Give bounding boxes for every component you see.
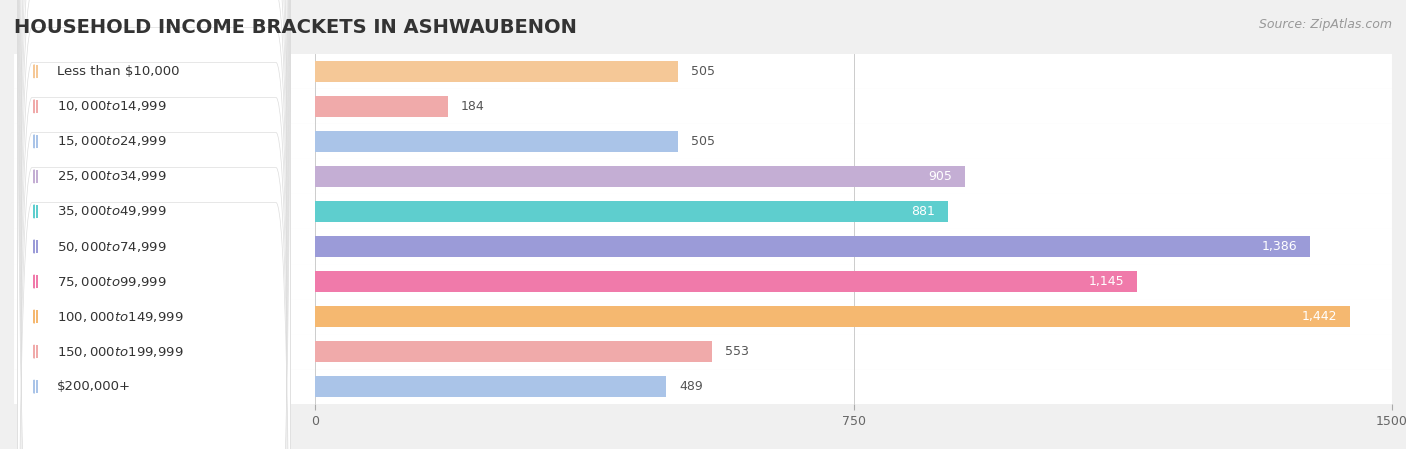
Text: 489: 489	[679, 380, 703, 393]
Text: $200,000+: $200,000+	[58, 380, 131, 393]
Text: Source: ZipAtlas.com: Source: ZipAtlas.com	[1258, 18, 1392, 31]
Bar	[315, 166, 965, 187]
FancyBboxPatch shape	[18, 0, 291, 449]
Text: $75,000 to $99,999: $75,000 to $99,999	[58, 274, 167, 289]
Text: $35,000 to $49,999: $35,000 to $49,999	[58, 204, 167, 219]
Text: 184: 184	[460, 100, 484, 113]
FancyBboxPatch shape	[14, 89, 1392, 124]
Bar	[315, 201, 948, 222]
Bar	[315, 61, 678, 82]
Text: $10,000 to $14,999: $10,000 to $14,999	[58, 99, 167, 114]
FancyBboxPatch shape	[18, 0, 291, 449]
Bar	[315, 306, 1350, 327]
Text: $25,000 to $34,999: $25,000 to $34,999	[58, 169, 167, 184]
FancyBboxPatch shape	[14, 369, 1392, 404]
FancyBboxPatch shape	[14, 54, 1392, 89]
Bar	[315, 376, 666, 397]
Text: $15,000 to $24,999: $15,000 to $24,999	[58, 134, 167, 149]
Text: 1,386: 1,386	[1261, 240, 1298, 253]
FancyBboxPatch shape	[18, 0, 291, 449]
FancyBboxPatch shape	[14, 194, 1392, 229]
Text: 505: 505	[690, 135, 714, 148]
FancyBboxPatch shape	[14, 159, 1392, 194]
FancyBboxPatch shape	[18, 0, 291, 449]
FancyBboxPatch shape	[14, 299, 1392, 334]
Bar	[315, 236, 1310, 257]
Text: Less than $10,000: Less than $10,000	[58, 65, 180, 78]
FancyBboxPatch shape	[18, 0, 291, 449]
Text: $50,000 to $74,999: $50,000 to $74,999	[58, 239, 167, 254]
Text: 505: 505	[690, 65, 714, 78]
FancyBboxPatch shape	[14, 124, 1392, 159]
FancyBboxPatch shape	[18, 0, 291, 449]
Bar	[315, 131, 678, 152]
FancyBboxPatch shape	[18, 0, 291, 449]
FancyBboxPatch shape	[18, 0, 291, 449]
Text: 1,442: 1,442	[1302, 310, 1337, 323]
Text: 905: 905	[928, 170, 952, 183]
FancyBboxPatch shape	[18, 0, 291, 449]
FancyBboxPatch shape	[18, 0, 291, 449]
Bar	[315, 341, 713, 362]
FancyBboxPatch shape	[14, 264, 1392, 299]
Text: 553: 553	[725, 345, 749, 358]
Text: HOUSEHOLD INCOME BRACKETS IN ASHWAUBENON: HOUSEHOLD INCOME BRACKETS IN ASHWAUBENON	[14, 18, 576, 37]
FancyBboxPatch shape	[14, 334, 1392, 369]
Text: 881: 881	[911, 205, 935, 218]
Text: $100,000 to $149,999: $100,000 to $149,999	[58, 309, 184, 324]
FancyBboxPatch shape	[14, 229, 1392, 264]
Bar	[315, 96, 447, 117]
Text: 1,145: 1,145	[1088, 275, 1125, 288]
Bar	[315, 271, 1137, 292]
Text: $150,000 to $199,999: $150,000 to $199,999	[58, 344, 184, 359]
